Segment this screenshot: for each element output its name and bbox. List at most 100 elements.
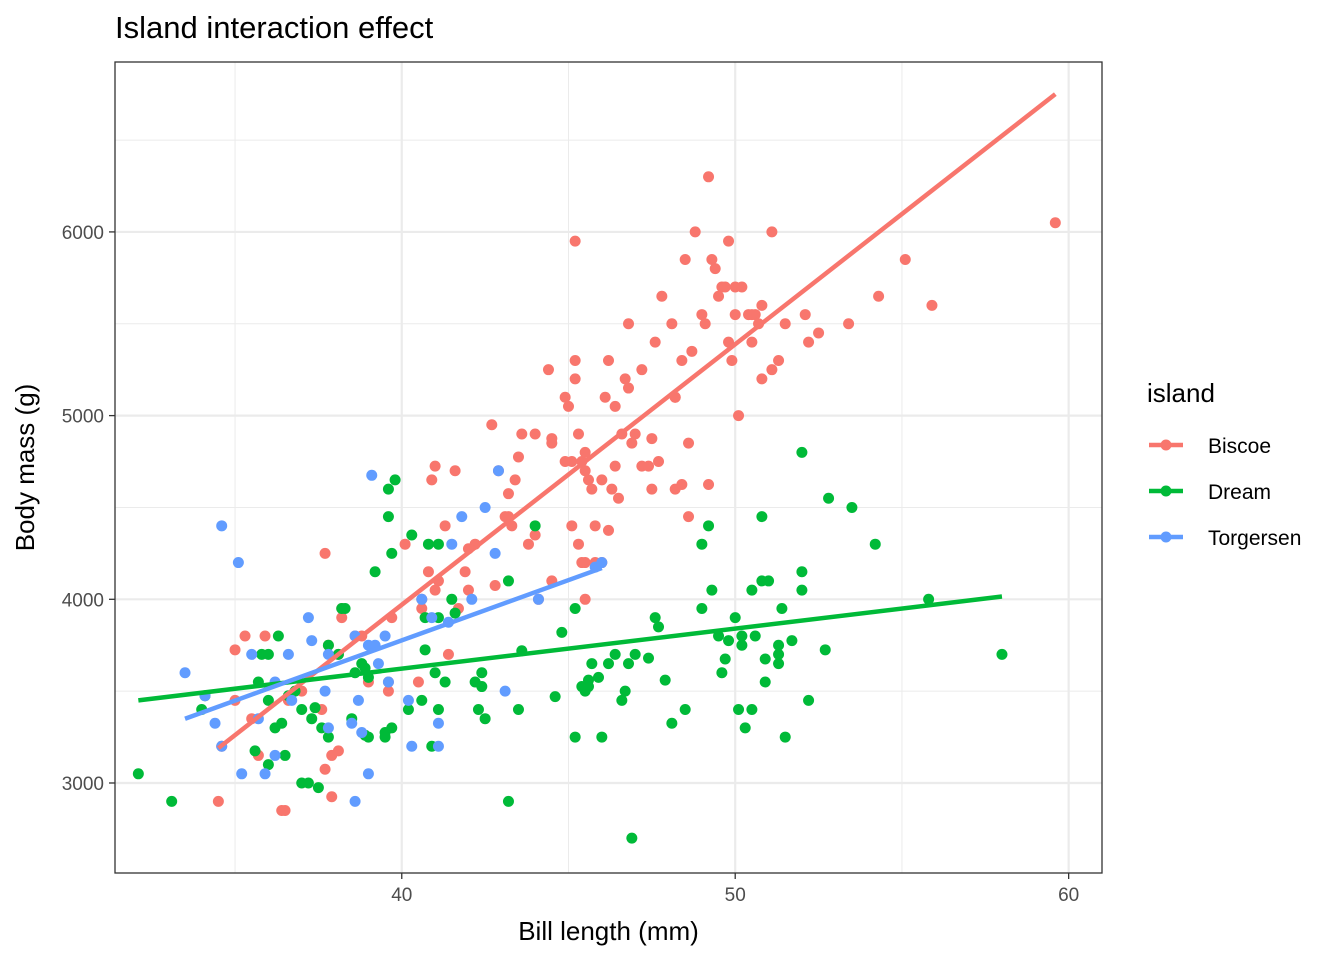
point-dream [773,639,785,651]
point-dream [623,658,635,670]
point-dream [666,717,678,729]
point-dream [479,713,491,725]
point-biscoe [799,309,811,321]
point-biscoe [229,644,241,656]
point-dream [569,602,581,614]
point-dream [703,520,715,532]
point-torgersen [479,501,491,513]
point-biscoe [746,309,758,321]
y-tick-label: 6000 [62,223,104,244]
point-dream [643,652,655,664]
point-dream [402,704,414,716]
point-biscoe [609,400,621,412]
point-dream [422,538,434,550]
point-dream [416,694,428,706]
point-dream [786,635,798,647]
point-biscoe [459,566,471,578]
point-biscoe [502,488,514,500]
point-biscoe [646,483,658,495]
point-dream [723,635,735,647]
point-biscoe [766,364,778,376]
y-axis-ticks: 3000 4000 5000 6000 [62,223,115,795]
point-dream [679,704,691,716]
legend-items: Biscoe Dream Torgersen [1149,435,1301,550]
point-biscoe [613,492,625,504]
point-torgersen [346,717,358,729]
x-tick-label: 40 [391,885,412,906]
point-dream [609,648,621,660]
point-biscoe [422,566,434,578]
point-biscoe [653,456,665,468]
point-biscoe [666,318,678,330]
point-dream [312,782,324,794]
point-dream [823,492,835,504]
point-biscoe [542,364,554,376]
point-biscoe [676,354,688,366]
point-dream [819,644,831,656]
point-dream [132,768,144,780]
point-biscoe [572,538,584,550]
point-biscoe [259,630,271,642]
point-dream [756,511,768,523]
point-biscoe [676,478,688,490]
point-dream [446,593,458,605]
point-dream [166,795,178,807]
point-torgersen [319,685,331,697]
point-dream [256,648,268,660]
point-biscoe [756,299,768,311]
points-layer [132,171,1061,844]
point-biscoe [562,400,574,412]
point-dream [716,667,728,679]
point-dream [262,759,274,771]
point-dream [322,731,334,743]
point-biscoe [803,336,815,348]
point-dream [339,602,351,614]
point-dream [309,702,321,714]
point-dream [749,630,761,642]
point-biscoe [1049,217,1061,229]
point-dream [472,704,484,716]
y-tick-label: 4000 [62,590,104,611]
point-biscoe [319,547,331,559]
point-biscoe [706,253,718,265]
point-torgersen [356,726,368,738]
point-biscoe [873,290,885,302]
point-biscoe [619,373,631,385]
point-dream [449,607,461,619]
point-biscoe [756,373,768,385]
point-dream [296,704,308,716]
point-biscoe [332,745,344,757]
legend-label-torgersen: Torgersen [1208,527,1301,550]
point-biscoe [586,483,598,495]
point-biscoe [589,520,601,532]
point-torgersen [532,593,544,605]
point-torgersen [489,547,501,559]
point-biscoe [569,354,581,366]
point-torgersen [466,593,478,605]
point-torgersen [406,740,418,752]
legend-point-torgersen [1160,531,1172,543]
point-dream [429,667,441,679]
point-biscoe [462,584,474,596]
legend: island Biscoe Dream Torgersen [1147,378,1301,550]
point-biscoe [689,226,701,238]
point-biscoe [636,364,648,376]
point-dream [653,621,665,633]
point-dream [406,529,418,541]
legend-point-biscoe [1160,439,1172,451]
point-dream [739,722,751,734]
point-torgersen [372,658,384,670]
point-biscoe [643,460,655,472]
point-dream [706,584,718,596]
point-dream [796,584,808,596]
point-biscoe [683,437,695,449]
point-biscoe [623,382,635,394]
point-dream [549,691,561,703]
point-dream [512,704,524,716]
point-dream [719,653,731,665]
point-biscoe [212,795,224,807]
grid-major [115,62,1102,873]
point-torgersen [216,520,228,532]
point-biscoe [899,253,911,265]
point-dream [529,520,541,532]
